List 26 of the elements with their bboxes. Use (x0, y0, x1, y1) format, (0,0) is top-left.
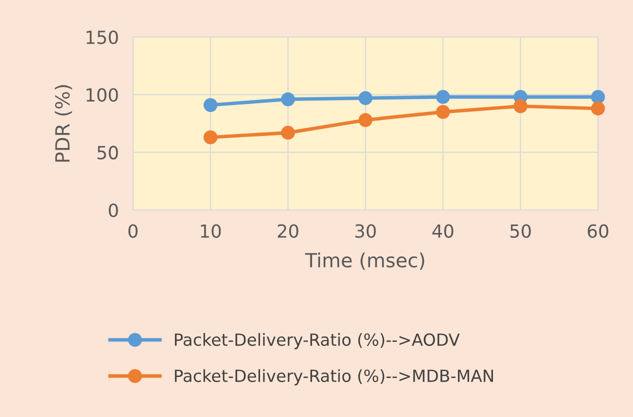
point (591, 90, 605, 104)
point (281, 126, 295, 140)
point (358, 113, 372, 127)
point (436, 90, 450, 104)
y-tick-label: 0 (108, 203, 118, 218)
point (358, 91, 372, 106)
y-axis-title: PDR (%) (54, 85, 72, 162)
point (514, 99, 528, 114)
x-tick-label: 20 (278, 224, 298, 238)
x-axis-title: Time (msec) (305, 252, 424, 270)
x-tick-label: 10 (200, 224, 221, 238)
x-tick-label: 30 (355, 224, 376, 238)
point (204, 130, 218, 144)
legend-label: Packet-Delivery-Ratio (%)-->AODV (174, 333, 460, 350)
x-tick-label: 0 (128, 224, 138, 238)
y-tick-label: 150 (86, 30, 118, 44)
point (436, 105, 450, 119)
x-tick-label: 60 (588, 224, 608, 238)
legend-label: Packet-Delivery-Ratio (%)-->MDB-MAN (174, 369, 493, 386)
y-tick-label: 50 (98, 146, 118, 160)
x-tick-label: 40 (432, 224, 454, 238)
point (281, 92, 295, 106)
y-tick-label: 100 (86, 88, 118, 102)
point (591, 102, 605, 116)
x-tick-label: 50 (510, 224, 531, 238)
point (204, 98, 218, 112)
